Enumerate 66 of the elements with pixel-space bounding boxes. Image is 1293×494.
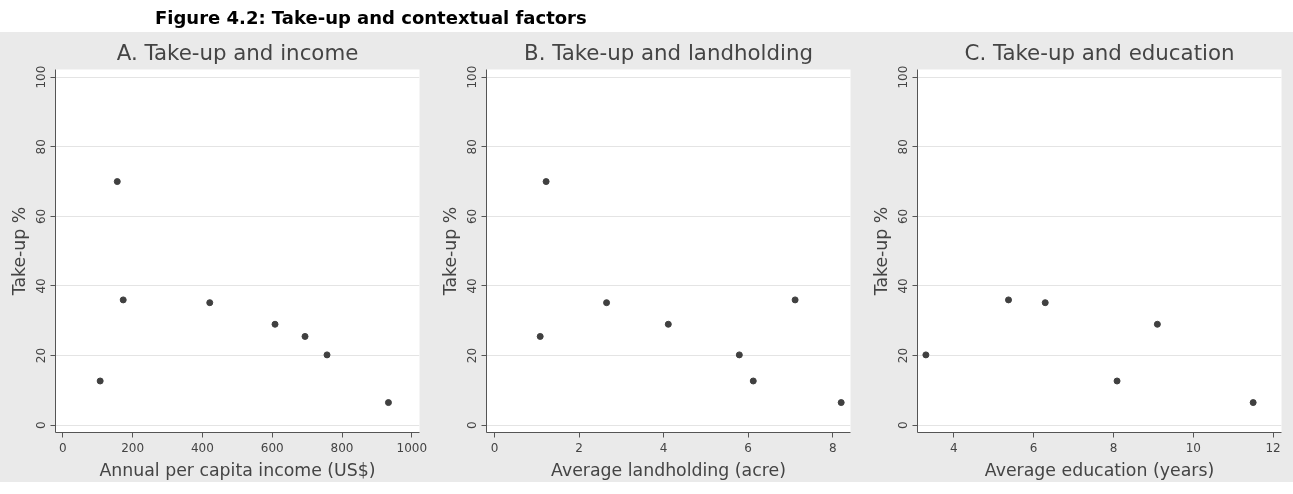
y-tick-label: 80 <box>465 139 480 155</box>
y-tick-label: 100 <box>34 65 49 89</box>
point <box>1249 399 1257 407</box>
y-tick-label: 100 <box>896 65 911 89</box>
x-tick-label: 0 <box>59 440 67 455</box>
point <box>791 296 799 304</box>
point <box>664 320 672 328</box>
y-tick-label: 60 <box>34 208 49 225</box>
x-axis-title: Average education (years) <box>984 459 1215 480</box>
point <box>1153 320 1161 328</box>
x-tick-label: 0 <box>490 440 499 455</box>
y-tick-label: 0 <box>896 421 911 430</box>
point <box>119 296 127 304</box>
x-tick-label: 10 <box>1185 440 1201 455</box>
chart-title: B. Take-up and landholding <box>524 39 813 65</box>
point <box>323 351 331 359</box>
y-tick-label: 20 <box>34 347 49 364</box>
point <box>384 399 392 407</box>
y-axis-title: Take-up % <box>439 206 460 297</box>
point <box>837 399 845 407</box>
point <box>735 351 743 359</box>
point <box>96 377 104 385</box>
y-tick-label: 80 <box>34 139 49 155</box>
point <box>922 351 930 359</box>
x-tick-label: 400 <box>190 440 214 455</box>
caption: Figure 4.2: Take-up and contextual factors <box>155 6 587 30</box>
point <box>113 178 121 186</box>
x-tick-label: 6 <box>1029 440 1038 455</box>
y-tick-label: 40 <box>465 278 480 294</box>
x-tick-label: 4 <box>950 440 958 455</box>
point <box>1041 299 1049 307</box>
y-tick-label: 0 <box>465 421 480 430</box>
x-axis-title: Average landholding (acre) <box>551 459 786 480</box>
y-tick-label: 20 <box>465 347 480 364</box>
point <box>603 299 611 307</box>
x-tick-label: 2 <box>575 440 583 455</box>
point <box>271 320 279 328</box>
y-tick-label: 100 <box>465 65 480 89</box>
y-axis-title: Take-up % <box>8 206 29 297</box>
y-tick-label: 40 <box>896 278 911 294</box>
x-tick-label: 600 <box>260 440 284 455</box>
x-tick-label: 4 <box>659 440 668 455</box>
y-tick-label: 20 <box>896 347 911 364</box>
chart-title: C. Take-up and education <box>964 39 1235 65</box>
y-tick-label: 80 <box>896 139 911 155</box>
x-tick-label: 1000 <box>396 440 428 455</box>
point <box>301 332 309 340</box>
point <box>1005 296 1012 304</box>
y-tick-label: 0 <box>34 421 49 430</box>
y-tick-label: 60 <box>465 208 480 225</box>
x-tick-label: 200 <box>121 440 145 455</box>
y-tick-label: 40 <box>34 278 49 294</box>
point <box>749 377 757 385</box>
point <box>206 299 214 307</box>
y-tick-label: 60 <box>896 208 911 225</box>
x-tick-label: 12 <box>1265 440 1281 455</box>
x-tick-label: 6 <box>744 440 753 455</box>
x-axis-title: Annual per capita income (US$) <box>99 459 376 480</box>
chart-title: A. Take-up and income <box>116 39 359 65</box>
point <box>536 332 544 340</box>
x-tick-label: 8 <box>1109 440 1118 455</box>
y-axis-title: Take-up % <box>870 206 891 297</box>
point <box>1113 377 1121 385</box>
point <box>542 178 550 186</box>
x-tick-label: 800 <box>330 440 354 455</box>
x-tick-label: 8 <box>828 440 837 455</box>
